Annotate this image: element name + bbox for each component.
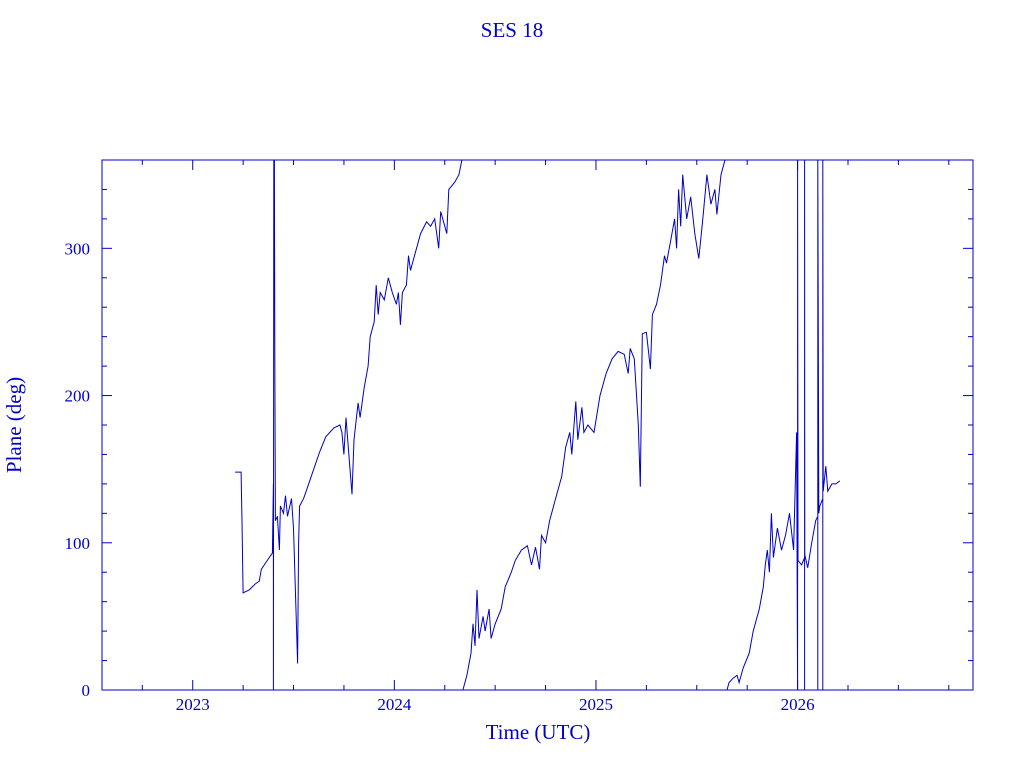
chart-title: SES 18 (481, 18, 543, 42)
axis-ticks (102, 159, 973, 691)
y-tick-label: 200 (65, 387, 91, 406)
x-tick-label: 2024 (377, 695, 412, 714)
tick-labels: 2023 2024 2025 2026 0 100 200 300 (65, 239, 815, 714)
x-tick-label: 2025 (579, 695, 613, 714)
y-tick-label: 300 (65, 239, 91, 258)
data-lines (235, 159, 841, 691)
x-tick-label: 2023 (176, 695, 210, 714)
x-axis-label: Time (UTC) (486, 720, 591, 744)
x-tick-label: 2026 (781, 695, 815, 714)
series-line-3 (726, 159, 841, 691)
y-axis-label: Plane (deg) (2, 377, 26, 473)
series-line-2 (462, 159, 726, 691)
series-line-1 (235, 159, 463, 691)
y-tick-label: 100 (65, 534, 91, 553)
y-tick-label: 0 (82, 681, 91, 700)
plot-frame (101, 159, 974, 691)
